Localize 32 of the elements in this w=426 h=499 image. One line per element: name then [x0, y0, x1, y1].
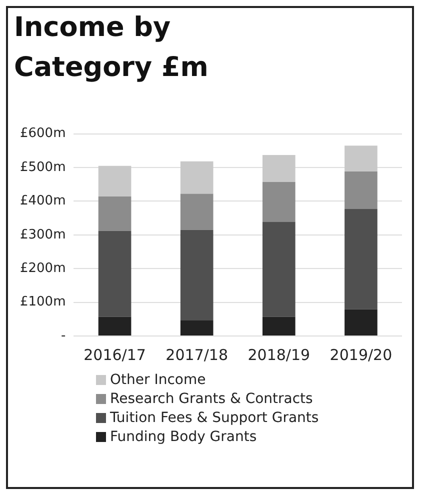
y-tick-label: £300m [20, 227, 66, 242]
y-tick-label: £400m [20, 194, 66, 209]
x-tick-label: 2018/19 [248, 346, 310, 364]
bar [98, 166, 132, 196]
bar [344, 309, 378, 336]
x-tick-label: 2017/18 [166, 346, 228, 364]
bar [344, 146, 378, 172]
bar [180, 230, 214, 320]
legend-label: Research Grants & Contracts [110, 390, 313, 406]
bar [98, 196, 132, 231]
legend-label: Tuition Fees & Support Grants [110, 410, 319, 426]
y-tick-label: £500m [20, 160, 66, 175]
bar [98, 230, 132, 317]
y-tick-label: - [61, 328, 66, 344]
bar [344, 172, 378, 209]
bar [180, 194, 214, 230]
legend-label: Funding Body Grants [110, 428, 257, 444]
bar [98, 316, 132, 336]
bar [262, 316, 296, 336]
bar [262, 222, 296, 317]
y-tick-label: £600m [20, 126, 66, 142]
bar [180, 161, 214, 194]
chart-title: Income by Category £m [14, 11, 210, 85]
bar [262, 182, 296, 222]
x-tick-label: 2019/20 [330, 346, 392, 364]
y-tick-label: £200m [20, 260, 66, 276]
y-tick-label: £100m [20, 294, 66, 310]
legend-label: Other Income [110, 372, 206, 388]
x-tick-label: 2016/17 [84, 346, 146, 364]
bar [262, 155, 296, 182]
bar [180, 320, 214, 336]
bar [344, 208, 378, 310]
